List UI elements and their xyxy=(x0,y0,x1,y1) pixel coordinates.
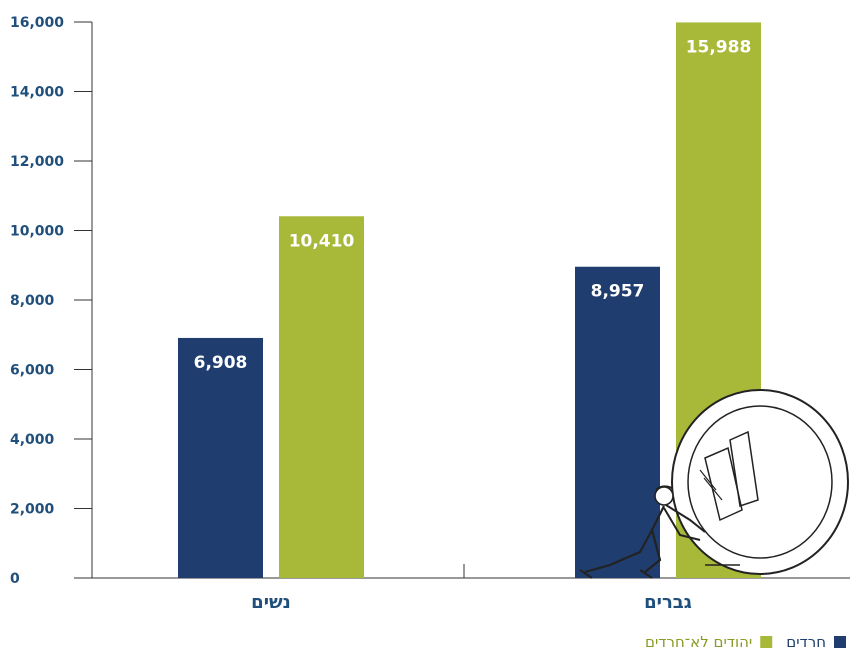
y-tick-label: 2,000 xyxy=(10,502,55,518)
x-category-label: גברים xyxy=(644,592,692,613)
bar-value-label: 6,908 xyxy=(194,353,248,373)
y-axis: 0 2,000 4,000 6,000 8,000 10,000 12,000 14,000 1… xyxy=(10,15,93,587)
y-tick-label: 10,000 xyxy=(10,224,64,240)
bar-haredi xyxy=(575,266,660,578)
legend-swatch xyxy=(760,636,773,648)
y-tick-label: 6,000 xyxy=(10,363,55,379)
bar-value-label: 15,988 xyxy=(686,37,752,57)
y-tick-label: 8,000 xyxy=(10,293,55,309)
legend-swatch xyxy=(834,636,846,648)
bar-value-label: 10,410 xyxy=(289,231,355,251)
y-tick-label: 12,000 xyxy=(10,154,64,170)
bar-haredi xyxy=(178,337,263,578)
y-tick-label: 14,000 xyxy=(10,85,64,101)
y-tick-label: 0 xyxy=(10,571,20,587)
man-pushing-coin-icon xyxy=(579,389,849,579)
y-tick-label: 16,000 xyxy=(10,15,64,31)
legend-label: יהודים לא־חרדים xyxy=(645,633,752,651)
bar-non-haredi xyxy=(279,216,364,578)
y-tick-label: 4,000 xyxy=(10,432,55,448)
legend: חרדים יהודים לא־חרדים xyxy=(645,633,846,651)
legend-label: חרדים xyxy=(786,633,826,651)
bar-value-label: 8,957 xyxy=(591,282,645,302)
x-category-label: נשים xyxy=(251,592,291,613)
